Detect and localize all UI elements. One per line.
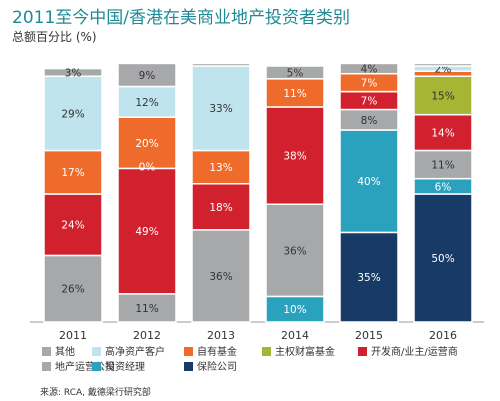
data-label-2011-5: 17% (61, 167, 84, 179)
legend-label-3: 主权财富基金 (275, 345, 335, 358)
x-tick-label-2015: 2015 (355, 329, 383, 342)
data-label-2013-2: 36% (209, 271, 232, 283)
legend-swatch-4 (358, 347, 367, 356)
legend-swatch-2 (184, 347, 193, 356)
data-label-2013-3: 18% (209, 202, 232, 214)
data-label-2015-2: 8% (361, 115, 378, 127)
legend-label-7: 保险公司 (197, 360, 237, 373)
data-label-2016-4: 15% (431, 90, 454, 102)
bar-segment-2016-7 (413, 62, 473, 67)
data-label-2015-0: 35% (357, 272, 380, 284)
x-tick-label-2016: 2016 (429, 329, 457, 342)
legend-swatch-5 (42, 362, 51, 371)
chart-subtitle: 总额百分比 (%) (12, 30, 97, 44)
data-label-2013-5: 13% (209, 162, 232, 174)
data-label-2014-3: 38% (283, 151, 306, 163)
legend-label-1: 高净资产客户 (105, 345, 165, 358)
bar-segment-2012-6 (117, 85, 177, 118)
data-label-2012-5: 20% (135, 138, 158, 150)
bar-segment-2013-3 (191, 183, 251, 231)
data-label-2015-7: 4% (361, 64, 378, 76)
source-note: 来源: RCA, 戴德梁行研究部 (40, 388, 151, 398)
legend-swatch-7 (184, 362, 193, 371)
legend-label-4: 开发商/业主/运营商 (371, 345, 458, 358)
bar-segment-2013-6 (191, 65, 251, 152)
chart-title: 2011至今中国/香港在美商业地产投资者类别 (12, 8, 350, 28)
data-label-2012-3: 49% (135, 226, 158, 238)
legend-swatch-0 (42, 347, 51, 356)
bar-segment-2011-5 (43, 149, 103, 195)
bar-segment-2014-7 (265, 65, 325, 80)
data-label-2015-3: 7% (361, 96, 378, 108)
data-label-2011-7: 3% (65, 67, 82, 79)
data-label-2013-6: 33% (209, 103, 232, 115)
bar-segment-2012-7 (117, 62, 177, 88)
x-tick-label-2011: 2011 (59, 329, 87, 342)
legend-swatch-6 (92, 362, 101, 371)
data-label-2016-0: 50% (431, 253, 454, 265)
data-label-2012-7: 9% (139, 70, 156, 82)
bar-segment-2013-7 (191, 62, 251, 67)
x-tick-label-2013: 2013 (207, 329, 235, 342)
data-label-2011-2: 26% (61, 284, 84, 296)
bar-segment-2012-2 (117, 293, 177, 323)
bar-segment-2016-3 (413, 113, 473, 152)
bar-segment-2015-1 (339, 129, 399, 234)
legend-label-2: 自有基金 (197, 345, 237, 358)
bar-segment-2016-4 (413, 75, 473, 116)
data-label-2016-2: 11% (431, 160, 454, 172)
legend-label-0: 其他 (55, 345, 75, 358)
bar-segment-2014-3 (265, 106, 325, 205)
legend-swatch-3 (262, 347, 271, 356)
data-label-2014-5: 11% (283, 88, 306, 100)
bar-segment-2011-2 (43, 254, 103, 323)
extra-label-0: 0% (139, 161, 156, 173)
data-label-2011-6: 29% (61, 108, 84, 120)
bar-segment-2014-2 (265, 203, 325, 298)
data-label-2012-2: 11% (135, 303, 158, 315)
bar-segment-2015-0 (339, 231, 399, 323)
data-label-2015-5: 7% (361, 78, 378, 90)
x-tick-label-2012: 2012 (133, 329, 161, 342)
data-label-2011-3: 24% (61, 220, 84, 232)
bar-segment-2015-7 (339, 62, 399, 75)
bar-segment-2012-5 (117, 116, 177, 170)
legend-label-6: 投资经理 (105, 360, 145, 373)
data-label-2014-1: 10% (283, 304, 306, 316)
data-label-2014-2: 36% (283, 245, 306, 257)
data-label-2016-1: 6% (435, 181, 452, 193)
data-label-2012-6: 12% (135, 97, 158, 109)
data-label-2015-1: 40% (357, 176, 380, 188)
bar-segment-2011-6 (43, 75, 103, 152)
legend-swatch-1 (92, 347, 101, 356)
data-label-2016-3: 14% (431, 128, 454, 140)
bar-segment-2011-7 (43, 67, 103, 77)
data-label-2014-7: 5% (287, 67, 304, 79)
x-tick-label-2014: 2014 (281, 329, 309, 342)
bar-segment-2013-2 (191, 229, 251, 323)
bar-segment-2012-3 (117, 167, 177, 295)
